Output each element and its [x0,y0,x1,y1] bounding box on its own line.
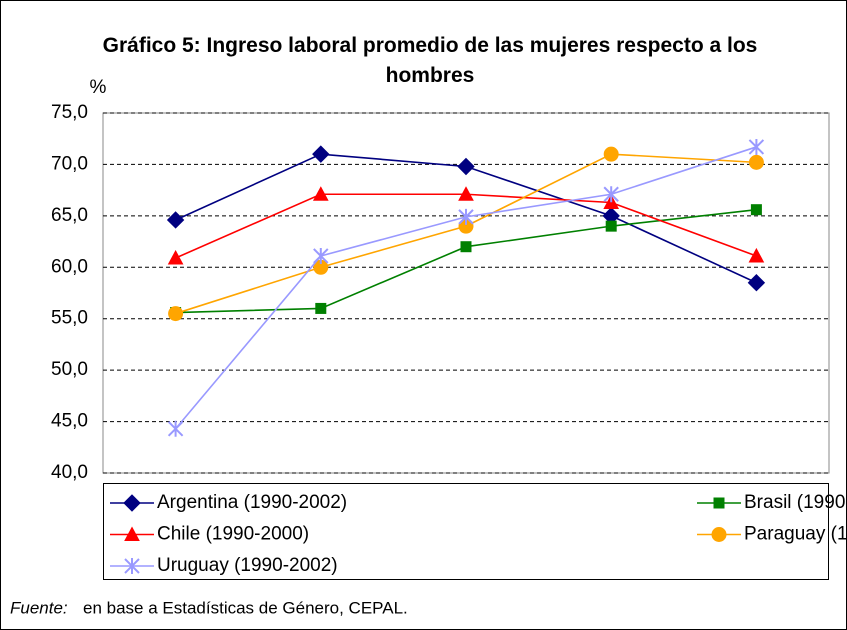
data-point [605,220,617,232]
data-point [315,302,327,314]
legend-label: Argentina (1990-2002) [157,492,347,513]
source-label: Fuente: [10,598,68,617]
data-point [750,204,762,216]
data-point [458,208,474,225]
y-tick-label: 40,0 [51,462,88,483]
data-point [748,247,765,263]
data-point [603,146,619,162]
y-tick-label: 45,0 [51,411,88,432]
y-axis-label: % [90,77,107,98]
legend-label: Paraguay (1990-2001) [744,524,847,545]
legend-marker [711,527,727,542]
data-point [166,211,185,229]
legend-label: Chile (1990-2000) [157,524,309,545]
y-tick-label: 65,0 [51,205,88,226]
source-text: en base a Estadísticas de Género, CEPAL. [83,598,408,617]
data-point [747,274,766,292]
y-tick-label: 50,0 [51,359,88,380]
y-tick-label: 55,0 [51,308,88,329]
data-point [457,157,475,176]
legend-marker [713,497,725,509]
legend-marker [124,526,140,541]
data-point [312,145,330,163]
legend-label: Uruguay (1990-2002) [157,555,338,576]
legend-label: Brasil (1990-2001) [744,492,847,513]
y-tick-label: 60,0 [51,256,88,277]
data-point [167,420,184,437]
y-tick-label: 75,0 [51,102,88,123]
legend-marker [124,558,140,574]
data-point [460,241,472,253]
data-point [313,247,329,264]
y-tick-label: 70,0 [51,153,88,174]
legend-box [103,483,829,580]
data-point [603,186,619,203]
data-point [167,249,184,265]
data-point [458,186,474,201]
legend-marker [123,494,141,512]
data-point [748,138,765,155]
data-point [748,154,764,170]
data-point [312,186,329,201]
data-point [168,306,184,322]
chart-title: Gráfico 5: Ingreso laboral promedio de l… [102,34,758,87]
